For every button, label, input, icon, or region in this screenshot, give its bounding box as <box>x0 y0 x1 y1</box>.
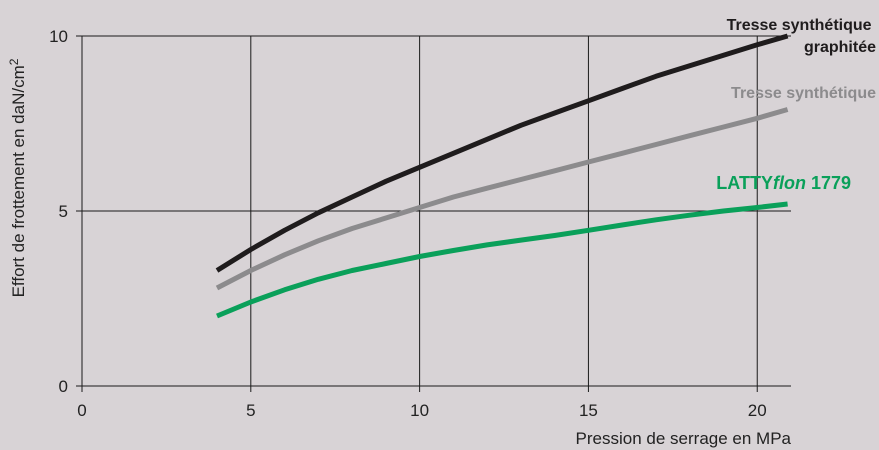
series-label-graphitee: Tresse synthétique graphitée <box>727 17 877 56</box>
x-tick-label-0: 0 <box>77 401 86 420</box>
series-label-lattyflon: LATTYflon 1779 <box>716 173 851 193</box>
y-axis-title-main: Effort de frottement en daN/cm <box>9 65 28 297</box>
series-label-lattyflon-part2: flon <box>773 173 806 193</box>
y-tick-label-0: 0 <box>59 377 68 396</box>
series-line-2 <box>216 201 788 319</box>
x-tick-label-20: 20 <box>748 401 767 420</box>
series-label-synthetique: Tresse synthétique <box>731 85 876 102</box>
series-line-0 <box>215 33 789 273</box>
grid <box>76 35 791 386</box>
y-axis-title-superscript: 2 <box>7 58 21 65</box>
series-labels: Tresse synthétique graphitée Tresse synt… <box>716 17 876 193</box>
series-label-lattyflon-part3: 1779 <box>806 173 851 193</box>
x-tick-label-5: 5 <box>246 401 255 420</box>
series-label-graphitee-line1: Tresse synthétique <box>727 17 872 34</box>
series-label-graphitee-line2: graphitée <box>804 39 876 56</box>
x-tick-label-10: 10 <box>410 401 429 420</box>
x-tick-label-15: 15 <box>579 401 598 420</box>
y-tick-label-5: 5 <box>59 202 68 221</box>
series-line-1 <box>215 107 789 291</box>
series-lines <box>215 33 789 319</box>
y-axis-title: Effort de frottement en daN/cm2 <box>7 58 28 297</box>
series-label-lattyflon-part1: LATTY <box>716 173 773 193</box>
x-axis-title: Pression de serrage en MPa <box>576 429 792 448</box>
axes <box>76 36 791 392</box>
y-tick-label-10: 10 <box>49 27 68 46</box>
tick-labels: 0 5 10 15 20 0 5 10 <box>49 27 767 420</box>
